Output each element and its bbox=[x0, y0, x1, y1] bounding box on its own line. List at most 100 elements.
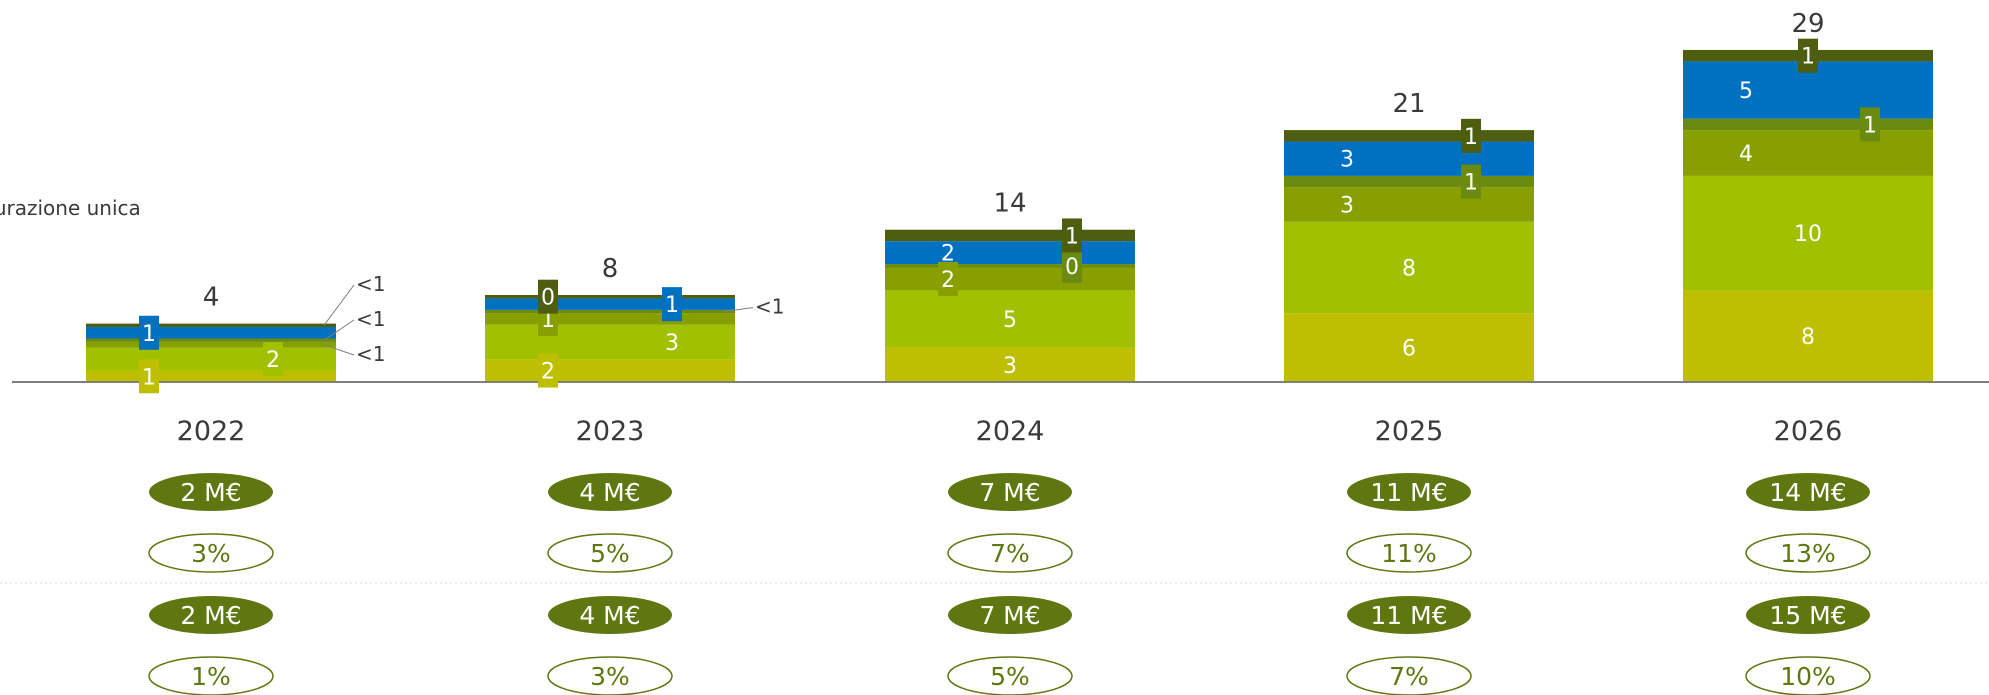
segment-label: 5 bbox=[1003, 308, 1017, 333]
bar-total-label: 21 bbox=[1392, 89, 1425, 119]
percent-pill bbox=[1346, 656, 1472, 695]
segment-label: 1 bbox=[1065, 224, 1079, 249]
segment-label: 2 bbox=[941, 268, 955, 293]
segment-label: 3 bbox=[665, 331, 679, 356]
bar-segment bbox=[485, 324, 735, 360]
segment-label-badge bbox=[139, 315, 159, 350]
callout-leader bbox=[722, 307, 754, 313]
value-pill bbox=[948, 473, 1072, 511]
year-label: 2023 bbox=[576, 416, 645, 447]
bar-segment bbox=[885, 267, 1135, 291]
segment-label: 8 bbox=[1801, 325, 1815, 350]
segment-label-badge bbox=[1461, 164, 1481, 199]
bar-segment bbox=[885, 229, 1135, 242]
percent-pill-label: 1% bbox=[191, 662, 231, 691]
value-pill-label: 14 M€ bbox=[1769, 478, 1846, 507]
segment-label-badge bbox=[1062, 248, 1082, 283]
small-value-callout: <1 bbox=[755, 295, 784, 319]
percent-pill bbox=[1745, 656, 1871, 695]
bar-segment bbox=[485, 359, 735, 382]
value-pill bbox=[1746, 473, 1870, 511]
segment-label: 0 bbox=[541, 286, 555, 311]
percent-pill-label: 5% bbox=[990, 662, 1030, 691]
bar-total-label: 4 bbox=[203, 283, 220, 313]
bar-segment bbox=[1284, 313, 1534, 382]
small-value-callout: <1 bbox=[356, 342, 385, 366]
value-pill bbox=[1347, 473, 1471, 511]
value-pill bbox=[149, 596, 273, 634]
segment-label-badge bbox=[1798, 38, 1818, 73]
segment-label: 5 bbox=[1739, 79, 1753, 104]
bar-total-label: 14 bbox=[993, 189, 1026, 219]
percent-pill bbox=[547, 533, 673, 573]
segment-label: 1 bbox=[1801, 45, 1815, 70]
bar-segment bbox=[86, 370, 336, 382]
bar-segment bbox=[86, 341, 336, 348]
bar-segment bbox=[485, 298, 735, 310]
segment-label: 2 bbox=[941, 242, 955, 267]
bar-segment bbox=[1683, 290, 1933, 382]
segment-label: 3 bbox=[1340, 148, 1354, 173]
callout-leader bbox=[323, 284, 355, 326]
value-pill bbox=[149, 473, 273, 511]
segment-label: 1 bbox=[142, 322, 156, 347]
percent-pill-label: 11% bbox=[1381, 539, 1437, 568]
bar-total-label: 29 bbox=[1791, 9, 1824, 39]
segment-label-badge bbox=[1860, 107, 1880, 142]
percent-pill bbox=[547, 656, 673, 695]
segment-label: 1 bbox=[665, 293, 679, 318]
bar-segment bbox=[86, 327, 336, 339]
value-pill-label: 4 M€ bbox=[579, 478, 640, 507]
value-pill bbox=[548, 473, 672, 511]
percent-pill-label: 7% bbox=[1389, 662, 1429, 691]
segment-label: 1 bbox=[541, 308, 555, 333]
segment-label-badge bbox=[938, 261, 958, 296]
segment-label: 6 bbox=[1402, 337, 1416, 362]
value-pill-label: 11 M€ bbox=[1370, 478, 1447, 507]
segment-label: 0 bbox=[1065, 255, 1079, 280]
segment-label-badge bbox=[1062, 218, 1082, 253]
bar-segment bbox=[86, 338, 336, 342]
segment-label: 3 bbox=[1003, 354, 1017, 379]
small-value-callout: <1 bbox=[356, 272, 385, 296]
bar-segment bbox=[485, 309, 735, 314]
value-pill-label: 2 M€ bbox=[180, 478, 241, 507]
segment-label: 2 bbox=[266, 348, 280, 373]
segment-label-badge bbox=[1461, 118, 1481, 153]
segment-label: 4 bbox=[1739, 142, 1753, 167]
bar-total-label: 8 bbox=[602, 254, 619, 284]
year-label: 2022 bbox=[177, 416, 246, 447]
segment-label: 1 bbox=[1863, 113, 1877, 138]
year-label: 2026 bbox=[1774, 416, 1843, 447]
bar-segment bbox=[1683, 130, 1933, 176]
value-pill-label: 2 M€ bbox=[180, 601, 241, 630]
year-label: 2024 bbox=[976, 416, 1045, 447]
value-pill-label: 7 M€ bbox=[979, 601, 1040, 630]
segment-label: 2 bbox=[541, 360, 555, 385]
bar-segment bbox=[86, 323, 336, 328]
callout-leader bbox=[323, 344, 355, 356]
segment-label-badge bbox=[538, 279, 558, 314]
bar-segment bbox=[1683, 118, 1933, 131]
percent-pill-label: 10% bbox=[1780, 662, 1836, 691]
segment-label: 10 bbox=[1794, 222, 1822, 247]
segment-label-badge bbox=[263, 342, 283, 377]
bar-segment bbox=[1284, 187, 1534, 222]
bar-segment bbox=[485, 294, 735, 299]
bar-segment bbox=[885, 290, 1135, 348]
percent-pill bbox=[148, 533, 274, 573]
percent-pill-label: 13% bbox=[1780, 539, 1836, 568]
bar-segment bbox=[1683, 175, 1933, 291]
value-pill bbox=[1347, 596, 1471, 634]
callout-leader bbox=[323, 319, 355, 341]
bar-segment bbox=[485, 313, 735, 325]
value-pill bbox=[948, 596, 1072, 634]
percent-pill bbox=[947, 656, 1073, 695]
percent-pill-label: 5% bbox=[590, 539, 630, 568]
bar-segment bbox=[1284, 130, 1534, 142]
segment-label-badge bbox=[662, 287, 682, 322]
percent-pill-label: 7% bbox=[990, 539, 1030, 568]
side-label: turazione unica bbox=[0, 196, 141, 220]
bar-segment bbox=[885, 241, 1135, 265]
